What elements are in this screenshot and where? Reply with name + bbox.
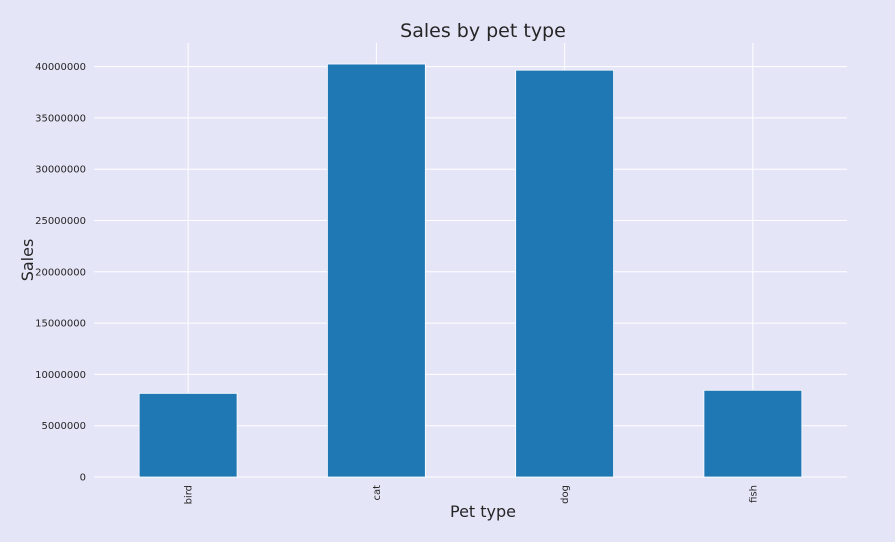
bar-dog bbox=[515, 69, 614, 478]
x-tick-label: cat bbox=[372, 485, 383, 501]
y-tick-label: 30000000 bbox=[35, 165, 86, 176]
bar-fish bbox=[703, 389, 803, 478]
bar-cat bbox=[327, 63, 426, 478]
y-tick-label: 25000000 bbox=[35, 216, 86, 227]
y-tick-label: 20000000 bbox=[35, 267, 86, 278]
chart-title: Sales by pet type bbox=[400, 20, 566, 42]
bars bbox=[138, 63, 803, 478]
y-tick-label: 15000000 bbox=[35, 319, 86, 330]
y-axis-ticks: 0 5000000 10000000 15000000 20000000 25000000… bbox=[35, 62, 86, 483]
x-tick-label: bird bbox=[184, 485, 195, 504]
x-axis-ticks: bird cat dog fish bbox=[184, 485, 760, 505]
x-tick-label: fish bbox=[748, 485, 759, 503]
bar-bird bbox=[138, 392, 238, 478]
y-tick-label: 40000000 bbox=[35, 62, 86, 73]
y-axis-label: Sales bbox=[18, 239, 37, 282]
x-tick-label: dog bbox=[560, 485, 571, 504]
x-axis-label: Pet type bbox=[450, 502, 516, 521]
y-tick-label: 35000000 bbox=[35, 113, 86, 124]
y-tick-label: 10000000 bbox=[35, 370, 86, 381]
y-tick-label: 5000000 bbox=[41, 421, 86, 432]
y-tick-label: 0 bbox=[80, 473, 86, 484]
